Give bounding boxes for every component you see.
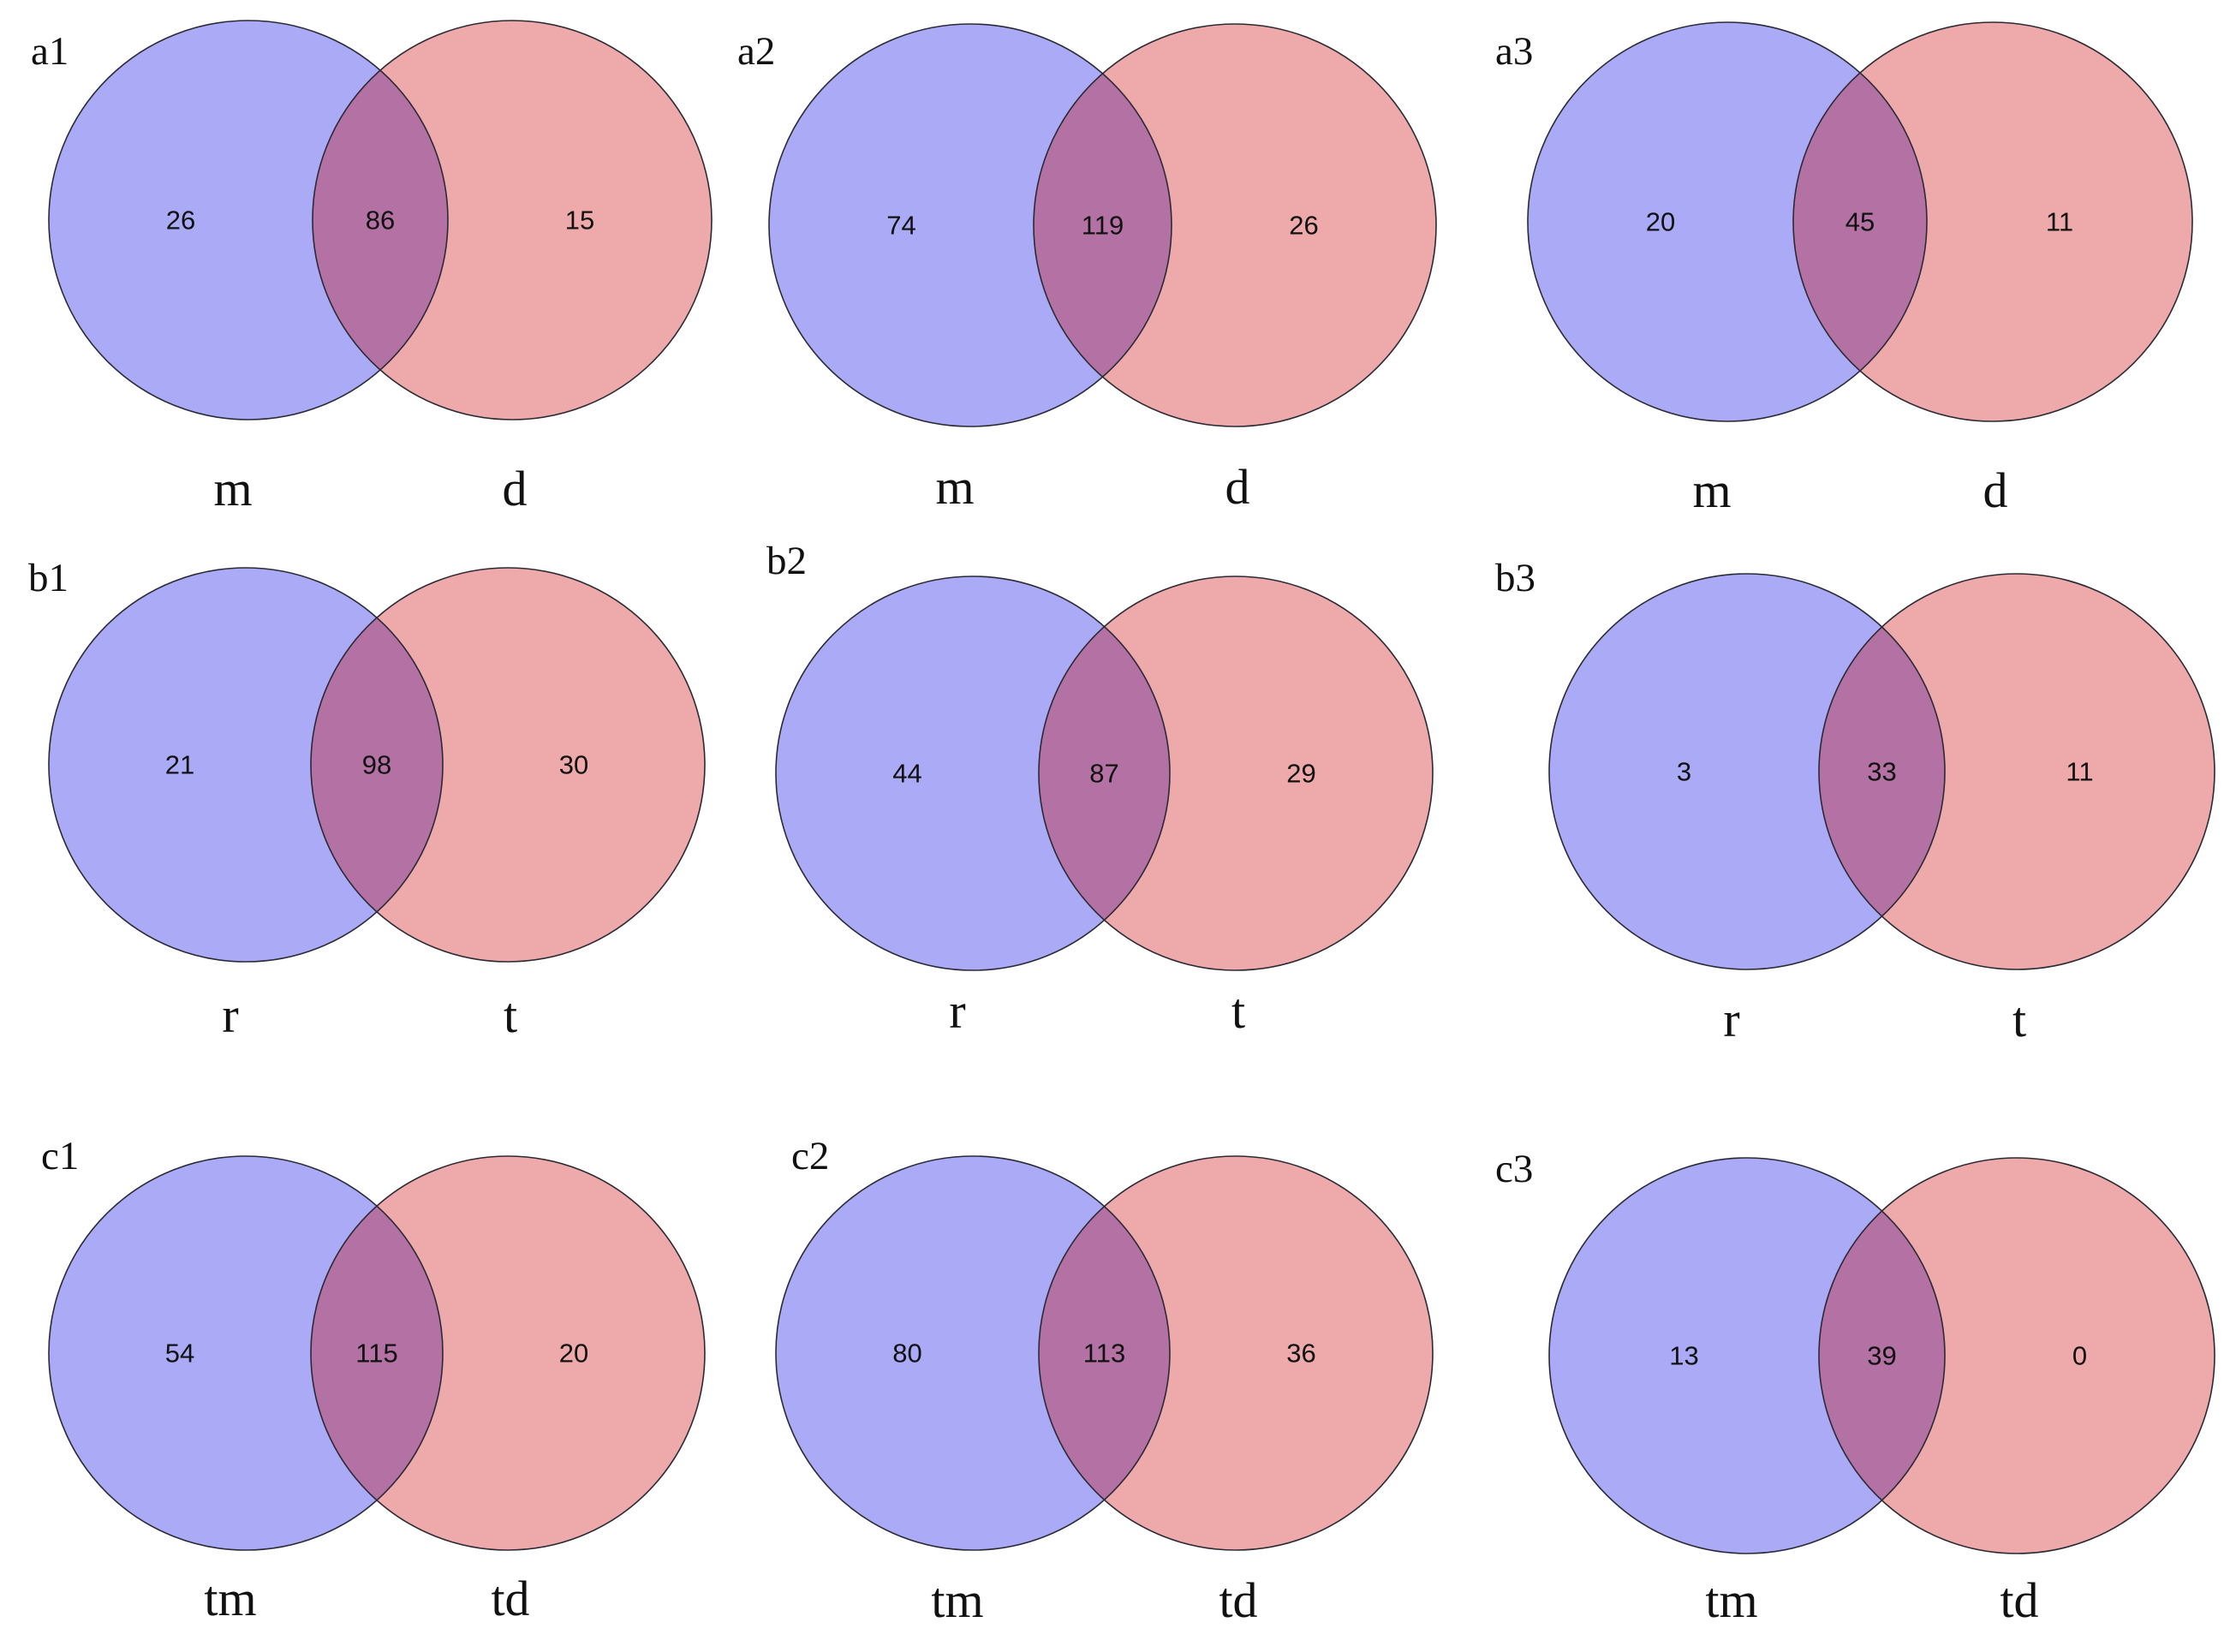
venn-panel-a3: 20 45 11 a3 m d <box>1495 21 2193 518</box>
left-set-outline <box>1527 21 1928 422</box>
left-only-count: 74 <box>886 211 915 241</box>
right-set-outline <box>1818 573 2215 970</box>
right-set-label: td <box>1219 1572 1257 1628</box>
right-set-label: t <box>1231 983 1245 1039</box>
right-only-count: 20 <box>559 1339 588 1369</box>
left-only-count: 80 <box>892 1339 921 1369</box>
left-set-label: m <box>1692 462 1731 518</box>
panel-label: c2 <box>791 1134 829 1178</box>
intersection-count: 86 <box>366 206 395 236</box>
right-only-count: 0 <box>2072 1341 2087 1371</box>
left-only-count: 54 <box>165 1339 194 1369</box>
left-set-outline <box>48 567 444 963</box>
left-set-outline <box>775 1155 1171 1551</box>
right-set-outline <box>1038 1155 1434 1551</box>
right-only-count: 26 <box>1289 211 1318 241</box>
overlap-region <box>1039 1156 1170 1550</box>
left-only-count: 44 <box>892 759 921 789</box>
left-set-label: m <box>935 459 974 515</box>
left-set-label: tm <box>931 1572 983 1628</box>
intersection-count: 45 <box>1845 207 1875 237</box>
venn-panel-a1: 26 86 15 a1 m d <box>31 20 713 516</box>
panel-label: c1 <box>41 1134 79 1178</box>
right-set-outline <box>1038 576 1434 971</box>
intersection-count: 119 <box>1082 211 1124 241</box>
panel-label: b1 <box>28 556 69 600</box>
right-only-count: 15 <box>565 206 594 236</box>
right-set-outline <box>312 20 713 420</box>
overlap-region <box>1793 22 1927 421</box>
left-set-label: r <box>949 983 965 1039</box>
right-set-label: d <box>1983 462 2008 518</box>
overlap-region <box>1034 24 1172 426</box>
left-set-outline <box>1548 1157 1946 1554</box>
left-only-count: 20 <box>1646 207 1675 237</box>
venn-panel-a2: 74 119 26 a2 m d <box>737 23 1437 515</box>
panel-label: b3 <box>1495 556 1535 600</box>
overlap-region <box>311 568 443 962</box>
left-only-count: 13 <box>1669 1341 1698 1371</box>
right-set-outline <box>1818 1157 2215 1554</box>
left-set-outline <box>1548 573 1946 970</box>
right-set-outline <box>310 1155 706 1551</box>
right-set-outline <box>1792 21 2193 422</box>
panel-label: a2 <box>737 29 775 74</box>
venn-panel-c2: 80 113 36 c2 tm td <box>775 1134 1434 1628</box>
intersection-count: 113 <box>1083 1339 1125 1369</box>
right-set-label: t <box>2012 992 2026 1047</box>
intersection-count: 87 <box>1089 759 1118 789</box>
left-only-count: 21 <box>165 750 194 780</box>
venn-panel-b2: 44 87 29 b2 r t <box>766 539 1434 1039</box>
right-only-count: 11 <box>2066 757 2093 787</box>
left-only-count: 26 <box>166 206 195 236</box>
overlap-region <box>311 1156 443 1550</box>
left-set-label: tm <box>1705 1572 1757 1628</box>
overlap-region <box>1039 576 1170 970</box>
right-set-outline <box>1033 23 1437 427</box>
overlap-region <box>313 21 448 420</box>
left-set-label: r <box>222 987 238 1043</box>
intersection-count: 33 <box>1867 757 1896 787</box>
venn-panel-c3: 13 39 0 c3 tm td <box>1495 1147 2215 1628</box>
left-set-outline <box>768 23 1172 427</box>
right-only-count: 29 <box>1286 759 1315 789</box>
left-set-label: tm <box>204 1571 256 1626</box>
right-set-label: td <box>491 1571 529 1626</box>
panel-label: a3 <box>1495 29 1533 74</box>
intersection-count: 98 <box>362 750 391 780</box>
venn-panel-c1: 54 115 20 c1 tm td <box>41 1134 706 1626</box>
panel-label: b2 <box>766 539 807 583</box>
venn-panel-b1: 21 98 30 b1 r t <box>28 556 706 1043</box>
right-set-outline <box>310 567 706 963</box>
right-only-count: 11 <box>2046 207 2073 237</box>
right-only-count: 36 <box>1286 1339 1315 1369</box>
right-set-label: d <box>503 461 528 516</box>
intersection-count: 115 <box>355 1339 397 1369</box>
panel-label: a1 <box>31 29 69 74</box>
left-set-outline <box>48 20 449 420</box>
right-only-count: 30 <box>559 750 588 780</box>
intersection-count: 39 <box>1867 1341 1896 1371</box>
left-set-outline <box>48 1155 444 1551</box>
panel-label: c3 <box>1495 1147 1533 1191</box>
left-set-label: m <box>213 461 252 516</box>
left-only-count: 3 <box>1677 757 1691 787</box>
left-set-outline <box>775 576 1171 971</box>
left-set-label: r <box>1723 992 1739 1047</box>
right-set-label: td <box>2000 1572 2038 1628</box>
right-set-label: d <box>1225 459 1250 515</box>
right-set-label: t <box>504 987 517 1043</box>
